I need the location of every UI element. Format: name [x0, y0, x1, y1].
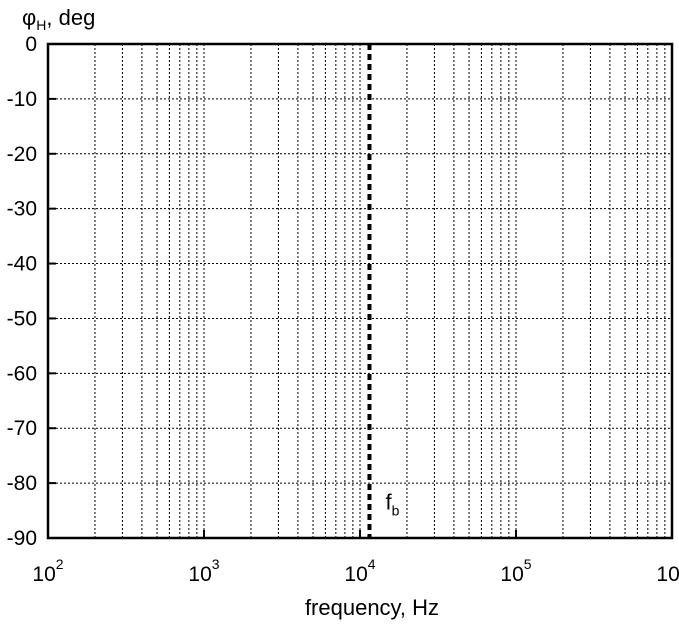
x-tick-label-base: 10 [188, 563, 211, 586]
fb-label: fb [385, 490, 399, 519]
y-tick-label: -70 [7, 417, 37, 440]
y-axis-title: φH, deg [22, 5, 95, 33]
y-tick-label: -20 [7, 143, 37, 166]
y-axis-ticks: 0 -10 -20 -30 -40 -50 -60 -70 -80 -90 [7, 33, 56, 550]
plot-frame [46, 42, 674, 540]
y-tick-label: 0 [25, 33, 37, 56]
x-tick-label-base: 10 [344, 563, 367, 586]
x-tick-label: 103 [188, 556, 219, 586]
x-tick-label-exponent: 5 [524, 556, 532, 572]
x-tick-label-exponent: 4 [368, 556, 376, 572]
x-tick-label: 105 [500, 556, 531, 586]
x-tick-label-base: 10 [656, 563, 679, 586]
fb-marker: fb [367, 44, 400, 538]
y-axis-title-subscript: H [36, 17, 46, 33]
x-tick-label: 106 [656, 556, 679, 586]
x-tick-label-base: 10 [500, 563, 523, 586]
x-axis-ticks: 102103104105106 [32, 530, 679, 586]
x-tick-label-exponent: 2 [56, 556, 64, 572]
y-tick-label: -50 [7, 307, 37, 330]
fb-label-subscript: b [392, 503, 400, 519]
x-tick-label: 102 [32, 556, 63, 586]
x-tick-label-exponent: 3 [212, 556, 220, 572]
y-axis-title-suffix: , deg [46, 5, 95, 30]
y-tick-label: -80 [7, 472, 37, 495]
x-tick-label-base: 10 [32, 563, 55, 586]
y-tick-label: -30 [7, 198, 37, 221]
x-axis-title: frequency, Hz [305, 595, 439, 620]
fb-label-main: f [385, 490, 392, 515]
x-tick-label: 104 [344, 556, 375, 586]
y-tick-label: -90 [7, 527, 37, 550]
grid-lines [48, 44, 672, 538]
y-tick-label: -60 [7, 362, 37, 385]
y-tick-label: -40 [7, 253, 37, 276]
y-axis-title-symbol: φ [22, 5, 36, 30]
y-tick-label: -10 [7, 88, 37, 111]
